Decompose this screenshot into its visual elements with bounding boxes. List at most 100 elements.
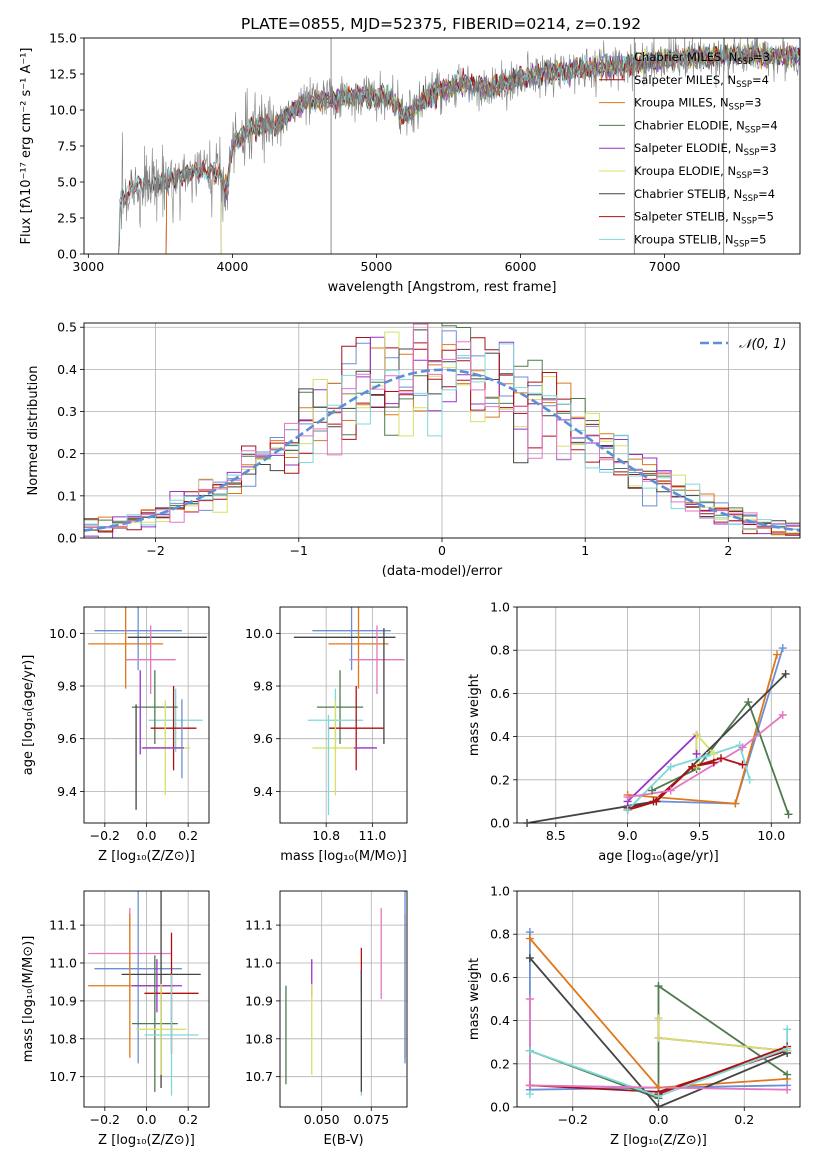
x-tick-label: −1 (290, 543, 308, 558)
y-tick-label: 11.0 (49, 956, 77, 971)
panel-massweight_vs_age: 8.5 9.0 9.5 10.0 0.0 0.2 0.4 0.6 0.8 1.0 age [log₁… (467, 600, 801, 864)
legend-residuals: 𝒩(0, 1) (700, 337, 786, 352)
x-tick-label: 0.2 (178, 1112, 198, 1127)
panel-age_vs_mass: 10.8 11.0 9.4 9.6 9.8 10.0 mass [log₁₀(M/M⊙)] (245, 606, 408, 864)
legend-label-tail: =3 (752, 164, 769, 178)
weight-marker (688, 762, 697, 771)
weight-line (529, 984, 788, 1100)
y-tick-label: 11.1 (49, 918, 77, 933)
plot-area-mass_vs_Z (84, 891, 209, 1107)
weight-line (529, 957, 788, 1107)
weight-line (627, 647, 784, 807)
panel-spectrum: 3000 4000 5000 6000 7000 0.0 2.5 5.0 7.5 10.0 12.5… (19, 31, 801, 295)
errorbar-point (136, 983, 187, 1075)
errorbar-point (316, 670, 364, 744)
axes-frame (279, 606, 408, 824)
weight-line (658, 1045, 788, 1095)
panel-residuals: −2 −1 0 1 2 0.0 0.1 0.2 0.3 0.4 0.5 (data-model)/er… (26, 320, 801, 579)
y-tick-label: 15.0 (49, 31, 77, 46)
weight-marker (781, 669, 790, 678)
panel-massweight_vs_Z: −0.2 0.0 0.2 0.0 0.2 0.4 0.6 0.8 1.0 Z [log₁₀(Z/Z… (467, 884, 801, 1148)
y-tick-label: 0.6 (490, 686, 510, 701)
legend-label: Salpeter ELODIE, NSSP=3 (634, 141, 777, 158)
x-tick-label: −2 (146, 543, 164, 558)
weight-marker (692, 749, 701, 758)
y-tick-label: 0.4 (490, 729, 510, 744)
y-tick-label: 0.6 (490, 970, 510, 985)
weight-marker (654, 982, 663, 991)
x-tick-label: 5000 (361, 259, 393, 274)
y-tick-label: 10.0 (245, 626, 273, 641)
y-tick-label: 0.0 (490, 1100, 510, 1115)
y-tick-label: 11.1 (245, 918, 273, 933)
x-tick-label: 7000 (649, 259, 681, 274)
legend-subscript: SSP (745, 125, 761, 135)
weight-marker (654, 1014, 663, 1023)
y-tick-label: 7.5 (57, 139, 77, 154)
legend-label: Kroupa STELIB, NSSP=5 (634, 232, 766, 249)
x-tick-label: 0.0 (649, 1112, 669, 1127)
legend-label-tail: =4 (752, 73, 769, 87)
y-tick-label: 11.0 (245, 956, 273, 971)
legend-label-tail: =3 (760, 141, 777, 155)
y-tick-label: 1.0 (490, 884, 510, 899)
y-axis-label: age [log₁₀(age/yr)] (21, 655, 36, 776)
x-tick-label: 11.0 (358, 828, 386, 843)
y-tick-label: 9.8 (57, 679, 77, 694)
weight-marker (783, 1044, 792, 1053)
errorbar-point (328, 607, 389, 689)
weight-marker (702, 752, 711, 761)
legend-subscript: SSP (736, 171, 752, 181)
plot-area-age_vs_Z (84, 607, 209, 823)
x-tick-label: 3000 (72, 259, 104, 274)
y-axis-label: Normed distribution (26, 366, 41, 496)
weight-marker (654, 1033, 663, 1042)
errorbar-point (349, 625, 405, 694)
legend-label-tail: =3 (753, 50, 770, 64)
legend-subscript: SSP (744, 148, 760, 158)
y-tick-label: 1.0 (490, 600, 510, 615)
axes-frame (516, 606, 801, 824)
legend-label-tail: =5 (749, 232, 766, 246)
errorbar-point (125, 625, 176, 694)
y-tick-label: 10.0 (49, 103, 77, 118)
legend-label: Kroupa MILES, NSSP=3 (634, 96, 761, 113)
y-tick-label: 10.0 (49, 626, 77, 641)
y-tick-label: 10.8 (245, 1031, 273, 1046)
x-axis-label: wavelength [Angstrom, rest frame] (328, 280, 557, 295)
y-tick-label: 0.2 (490, 772, 510, 787)
weight-marker (738, 743, 747, 752)
x-tick-label: 0 (438, 543, 446, 558)
y-tick-label: 0.2 (57, 446, 77, 461)
weight-line (657, 1018, 788, 1052)
weight-marker (666, 762, 675, 771)
weight-marker (738, 760, 747, 769)
legend-subscript: SSP (737, 57, 753, 67)
y-tick-label: 9.4 (57, 784, 77, 799)
weight-marker (525, 953, 534, 962)
weight-marker (709, 749, 718, 758)
weight-marker (648, 786, 657, 795)
plot-area-mass_vs_EBV (280, 891, 407, 1107)
x-tick-label: 0.2 (734, 1112, 754, 1127)
data-line (118, 38, 800, 254)
legend-label: Kroupa ELODIE, NSSP=3 (634, 164, 769, 181)
legend-label-tail: =4 (758, 187, 775, 201)
y-tick-label: 0.4 (490, 1013, 510, 1028)
weight-marker (783, 1070, 792, 1079)
x-axis-label: E(B-V) (323, 1133, 363, 1148)
legend-label-tail: =3 (744, 96, 761, 110)
x-tick-label: 2 (724, 543, 732, 558)
x-tick-label: 8.5 (546, 828, 566, 843)
y-tick-label: 0.8 (490, 643, 510, 658)
plot-area-massweight_vs_Z (517, 891, 800, 1107)
panel-mass_vs_Z: −0.2 0.0 0.2 10.7 10.8 10.9 11.0 11.1 Z [log₁₀(Z… (21, 890, 210, 1148)
y-axis-label: mass [log₁₀(M/M⊙)] (21, 936, 36, 1063)
weight-marker (654, 1103, 663, 1111)
y-tick-label: 9.6 (57, 731, 77, 746)
axes-frame (83, 322, 801, 539)
x-axis-label: Z [log₁₀(Z/Z⊙)] (610, 1133, 707, 1148)
y-tick-label: 2.5 (57, 211, 77, 226)
chart-layer: 3000 4000 5000 6000 70000.02.55.07.510.012.5… (19, 31, 801, 1148)
